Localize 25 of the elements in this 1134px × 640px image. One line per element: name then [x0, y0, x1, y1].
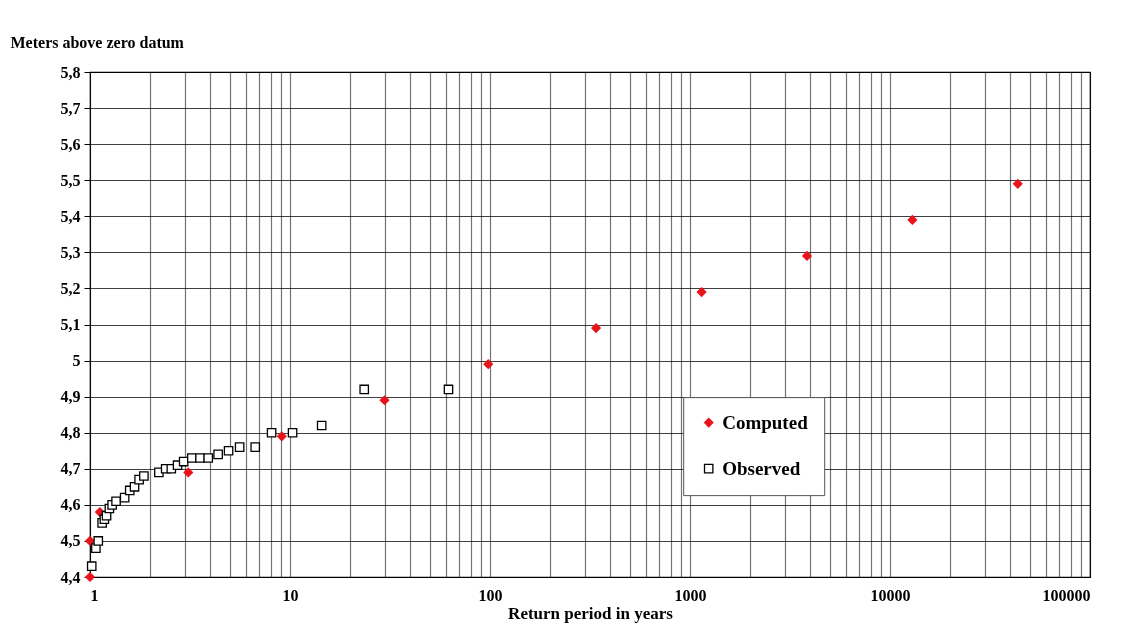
y-tick-label: 5,8	[60, 63, 81, 81]
y-tick-label: 5,1	[60, 316, 81, 333]
y-tick-label: 5,7	[60, 99, 81, 117]
y-tick-label: 4,9	[60, 388, 81, 406]
legend-label: Observed	[722, 457, 801, 479]
y-tick-label: 5,6	[60, 135, 81, 153]
x-tick-label: 1	[90, 586, 99, 604]
y-tick-label: 5,2	[60, 279, 81, 297]
y-axis-title: Meters above zero datum	[10, 33, 185, 51]
legend-label: Computed	[722, 411, 809, 433]
y-tick-label: 4,5	[60, 532, 81, 550]
y-tick-label: 5,5	[60, 171, 81, 189]
y-tick-label: 4,7	[60, 460, 81, 478]
x-axis-title: Return period in years	[508, 603, 674, 623]
y-tick-label: 5,4	[60, 207, 81, 225]
y-tick-label: 4,8	[60, 424, 81, 442]
y-tick-label: 5,3	[60, 243, 81, 261]
y-tick-label: 5	[72, 352, 81, 370]
x-tick-label: 10000	[870, 586, 911, 604]
x-tick-label: 10	[282, 586, 299, 604]
x-tick-label: 100000	[1042, 586, 1091, 604]
y-tick-label: 4,4	[60, 568, 81, 586]
x-tick-label: 100	[478, 586, 503, 604]
x-tick-label: 1000	[674, 586, 707, 604]
y-tick-label: 4,6	[60, 496, 81, 514]
